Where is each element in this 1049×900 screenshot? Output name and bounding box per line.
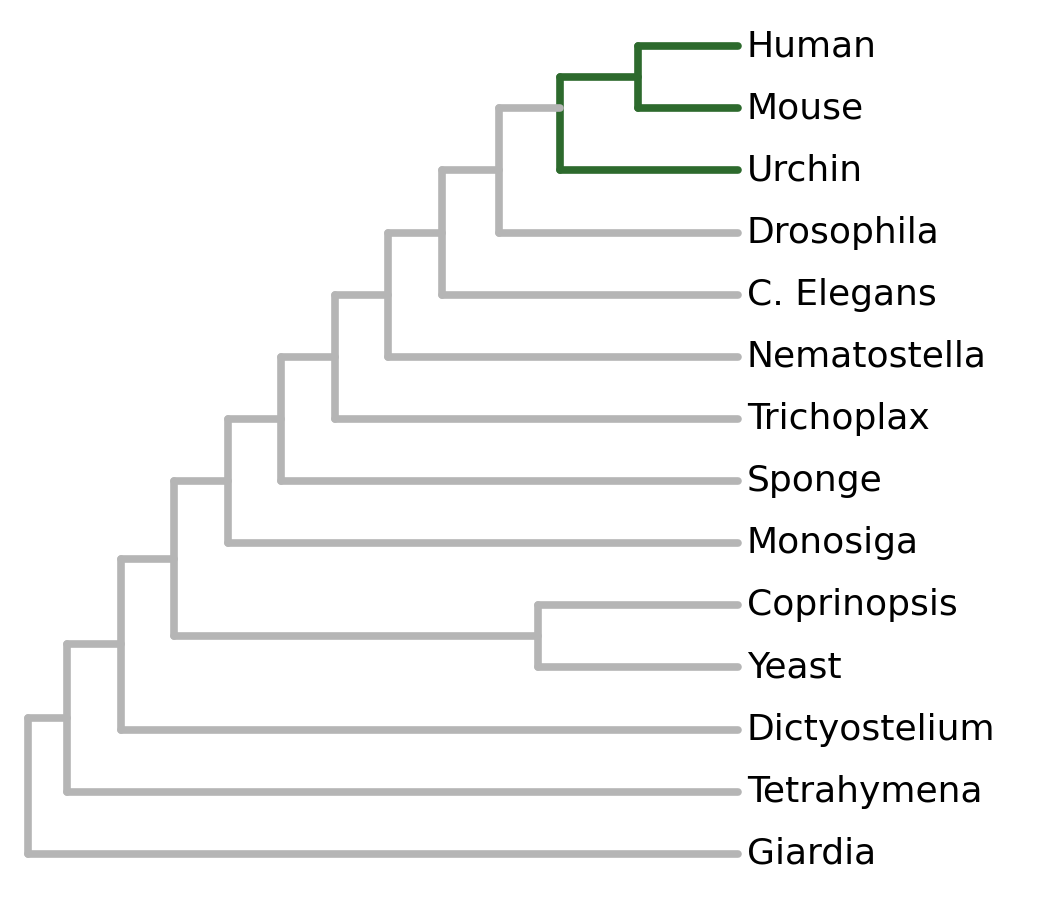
Text: Mouse: Mouse [747, 92, 864, 125]
Text: Tetrahymena: Tetrahymena [747, 775, 983, 808]
Text: Nematostella: Nematostella [747, 340, 987, 374]
Text: Trichoplax: Trichoplax [747, 402, 929, 436]
Text: Human: Human [747, 30, 877, 63]
Text: Coprinopsis: Coprinopsis [747, 589, 958, 622]
Text: Sponge: Sponge [747, 464, 882, 498]
Text: Giardia: Giardia [747, 837, 876, 870]
Text: C. Elegans: C. Elegans [747, 278, 937, 311]
Text: Monosiga: Monosiga [747, 526, 919, 560]
Text: Drosophila: Drosophila [747, 216, 940, 249]
Text: Yeast: Yeast [747, 651, 841, 684]
Text: Dictyostelium: Dictyostelium [747, 713, 996, 746]
Text: Urchin: Urchin [747, 154, 863, 187]
